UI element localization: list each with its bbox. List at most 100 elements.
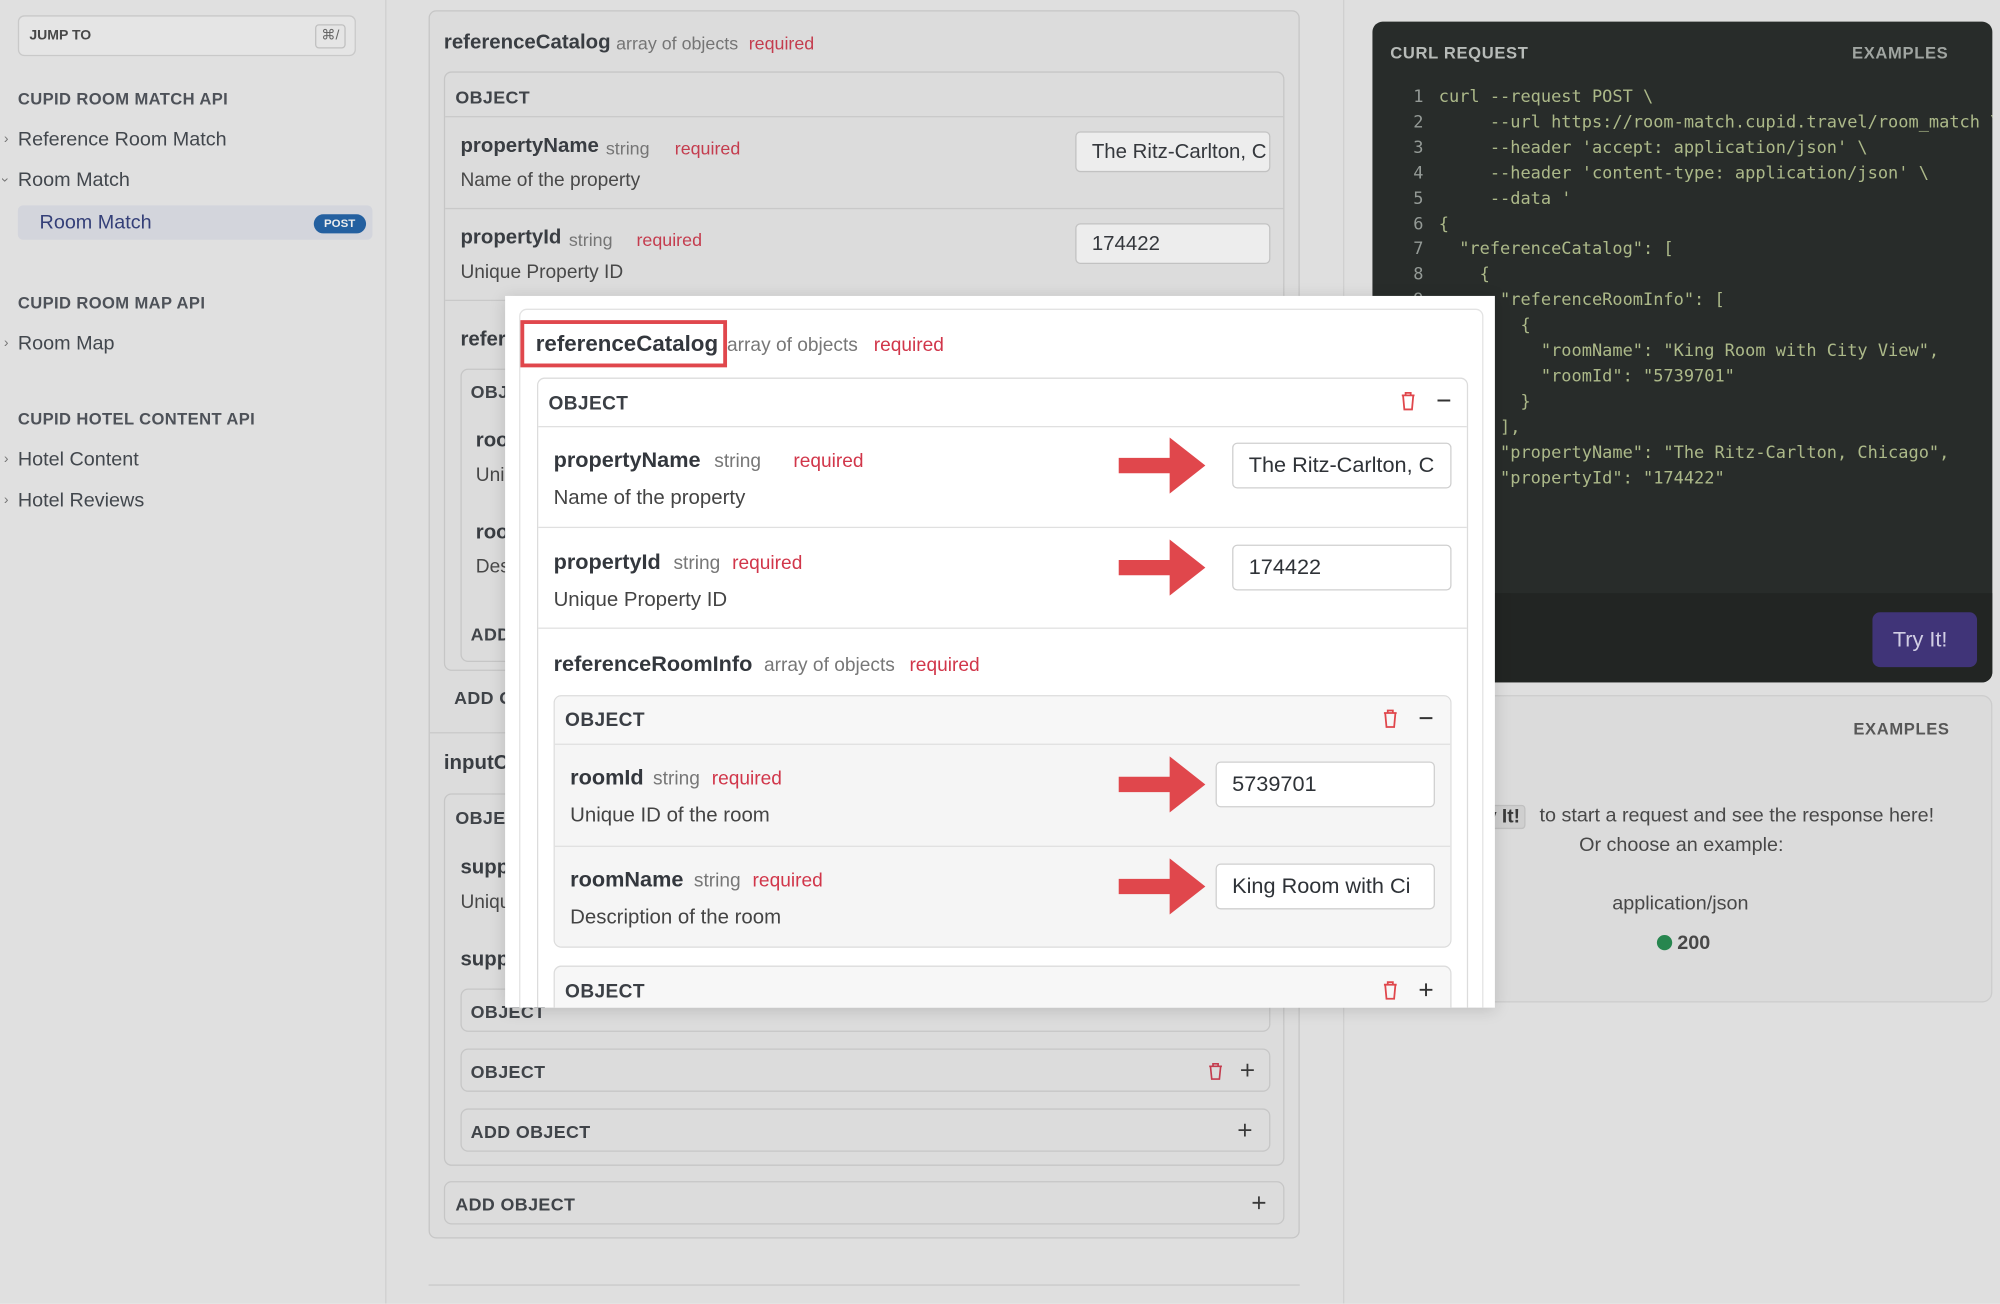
field-name: propertyName: [460, 135, 599, 157]
param-name: inputC: [443, 752, 509, 775]
code-line: {: [1438, 214, 1449, 235]
delete-icon[interactable]: [1207, 1061, 1225, 1080]
divider: [538, 426, 1467, 428]
field-type: string: [568, 229, 613, 250]
field-input[interactable]: 5739701: [1215, 761, 1435, 808]
field-description: Uniqu: [460, 891, 511, 914]
field-required: required: [732, 552, 803, 574]
field-type: string: [693, 869, 741, 892]
examples-toggle[interactable]: EXAMPLES: [1852, 43, 1949, 63]
field-required: required: [793, 450, 864, 472]
expand-icon[interactable]: [1418, 982, 1433, 997]
status-dot: [1656, 934, 1673, 951]
field-input[interactable]: King Room with Ci: [1215, 863, 1435, 910]
try-button[interactable]: Try It!: [1872, 612, 1978, 668]
arrow: [1118, 437, 1206, 494]
object-box: OBJECT propertyName string required Name…: [536, 377, 1469, 1008]
highlight-box: [520, 320, 728, 368]
arrow: [1118, 539, 1206, 596]
line-number: 7: [1413, 240, 1424, 260]
line-number: 1: [1413, 88, 1424, 108]
code-title[interactable]: CURL REQUEST: [1390, 43, 1529, 63]
param-type: array of objects: [727, 334, 858, 356]
section-title: CUPID ROOM MAP API: [17, 293, 206, 313]
line-number: 6: [1413, 214, 1424, 235]
object-box: OBJECT: [553, 965, 1452, 1008]
field-type: string: [605, 137, 650, 159]
code-line: --data ': [1438, 189, 1572, 209]
field-type: string: [714, 450, 762, 472]
code-line: ],: [1500, 417, 1521, 438]
field-input[interactable]: 174422: [1232, 544, 1452, 591]
object-header: OBJECT: [455, 86, 531, 108]
field-name: propertyName: [553, 447, 701, 472]
nav-item[interactable]: Reference Room Match: [17, 128, 227, 151]
param-type: array of objects: [616, 33, 739, 54]
code-line: "referenceCatalog": [: [1438, 240, 1674, 260]
param-card: referenceCatalog array of objects requir…: [519, 308, 1484, 1008]
chevron: ›: [3, 335, 9, 351]
code-line: "propertyName": "The Ritz-Carlton, Chica…: [1438, 443, 1950, 463]
field-name: roo: [475, 429, 509, 452]
field-description: Unique Property ID: [460, 261, 624, 284]
line-number: 5: [1413, 189, 1424, 209]
field-name: propertyId: [460, 227, 562, 249]
add-object-row[interactable]: ADD OBJECT: [460, 1108, 1271, 1152]
divider: [538, 627, 1467, 629]
code-line: "propertyId": "174422": [1438, 468, 1725, 488]
jump-to-label: JUMP TO: [29, 28, 92, 44]
field-input[interactable]: The Ritz-Carlton, C: [1075, 131, 1271, 173]
code-line: --url https://room-match.cupid.travel/ro…: [1438, 113, 1993, 133]
divider: [554, 743, 1451, 745]
response-prompt: Or choose an example:: [1579, 834, 1784, 856]
shortcut: ⌘/: [315, 24, 346, 49]
delete-icon[interactable]: [1381, 980, 1399, 1000]
divider: [445, 116, 1284, 118]
param-name: referenceRoomInfo: [553, 651, 753, 677]
try-button-label: Try It!: [1892, 627, 1948, 652]
nav-item[interactable]: Hotel Reviews: [17, 489, 145, 512]
delete-icon[interactable]: [1381, 708, 1399, 728]
add-object[interactable]: ADD: [470, 623, 511, 645]
nav-item[interactable]: Room Map: [17, 332, 115, 355]
field-required: required: [752, 869, 823, 892]
object-header-bg: [554, 696, 1451, 744]
line-number: 8: [1413, 265, 1424, 285]
field-name: roomId: [570, 765, 644, 790]
collapse-icon[interactable]: [1436, 394, 1451, 407]
field-input[interactable]: 174422: [1075, 223, 1271, 265]
field-name: roo: [475, 521, 509, 544]
code-line: --header 'accept: application/json' \: [1438, 138, 1868, 158]
nav-item[interactable]: Hotel Content: [17, 448, 139, 471]
field-required: required: [674, 137, 741, 159]
object-header: OBJECT: [470, 1061, 546, 1082]
zoom-popup: referenceCatalog array of objects requir…: [505, 295, 1495, 1008]
field-required: required: [636, 229, 703, 250]
object-row: OBJECT: [460, 1048, 1271, 1092]
collapse-icon[interactable]: [1418, 712, 1433, 725]
nav-item-active[interactable]: Room Match POST: [17, 205, 373, 240]
chevron: ›: [3, 451, 9, 467]
object-box: OBJECT roomId string required Unique ID …: [553, 695, 1452, 948]
code-line: --header 'content-type: application/json…: [1438, 164, 1929, 184]
chevron: ›: [3, 131, 9, 147]
status-code[interactable]: 200: [1677, 932, 1711, 955]
field-description: Name of the property: [460, 169, 641, 192]
field-description: Unique ID of the room: [570, 804, 770, 827]
add-icon: [1238, 1123, 1252, 1137]
section-title: CUPID HOTEL CONTENT API: [17, 409, 256, 429]
field-description: Name of the property: [553, 487, 746, 509]
examples-toggle[interactable]: EXAMPLES: [1853, 719, 1950, 739]
expand-icon[interactable]: [1240, 1062, 1255, 1077]
add-object-row[interactable]: ADD OBJECT: [443, 1181, 1285, 1225]
field-input[interactable]: The Ritz-Carlton, C: [1232, 442, 1452, 489]
jump-to[interactable]: JUMP TO ⌘/: [17, 15, 356, 57]
param-required: required: [873, 334, 944, 356]
nav-item[interactable]: Room Match: [17, 169, 130, 192]
add-icon: [1252, 1196, 1266, 1210]
delete-icon[interactable]: [1399, 390, 1417, 411]
param-type: array of objects: [764, 654, 895, 677]
field-description: Des: [475, 556, 510, 578]
